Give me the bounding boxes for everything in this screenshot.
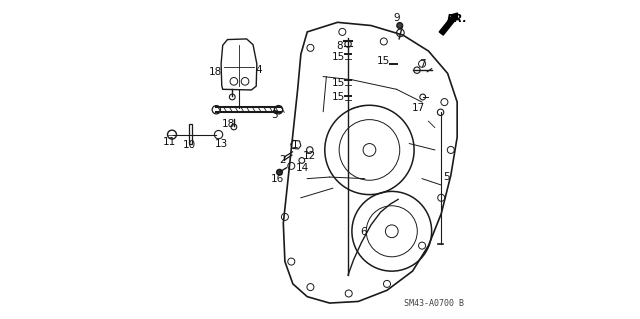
FancyArrow shape	[439, 13, 458, 35]
Text: 11: 11	[163, 137, 176, 147]
Text: 15: 15	[332, 52, 345, 63]
Text: 15: 15	[332, 78, 345, 88]
Text: FR.: FR.	[447, 14, 468, 24]
Text: 17: 17	[412, 103, 425, 114]
Text: 3: 3	[271, 110, 278, 120]
Text: 7: 7	[419, 59, 426, 69]
Text: 15: 15	[377, 56, 390, 66]
Text: 12: 12	[303, 151, 316, 161]
Text: SM43-A0700 B: SM43-A0700 B	[404, 299, 464, 308]
Circle shape	[276, 169, 282, 175]
Text: 10: 10	[182, 140, 196, 150]
Text: 16: 16	[271, 174, 284, 184]
Text: 15: 15	[332, 92, 345, 102]
Text: 8: 8	[336, 41, 342, 51]
Circle shape	[397, 23, 403, 28]
Text: 6: 6	[360, 227, 367, 237]
Text: 9: 9	[393, 12, 400, 23]
Text: 4: 4	[255, 65, 262, 75]
Text: 18: 18	[209, 67, 222, 77]
Text: 2: 2	[280, 155, 286, 165]
Bar	[189, 124, 192, 144]
Text: 18: 18	[221, 119, 235, 130]
Text: 13: 13	[215, 139, 228, 149]
Text: 1: 1	[292, 140, 299, 150]
Text: 14: 14	[296, 163, 309, 173]
Text: 5: 5	[444, 172, 450, 182]
